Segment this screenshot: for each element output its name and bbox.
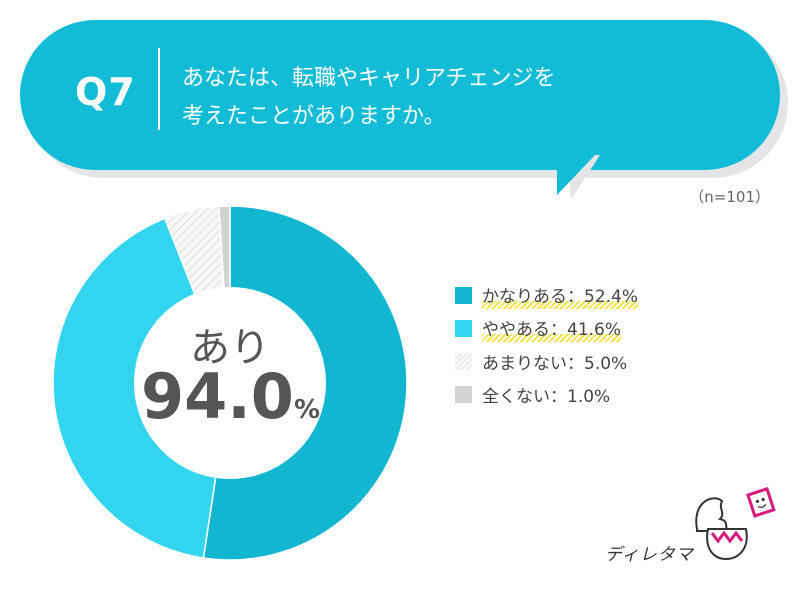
legend-swatch: [455, 320, 472, 337]
center-value-unit: %: [293, 395, 321, 425]
center-value: 94.0%: [128, 360, 333, 433]
legend-item: 全くない：1.0%: [455, 378, 638, 411]
question-line-2: 考えたことがありますか。: [182, 104, 446, 129]
legend-label: あまりない：5.0%: [482, 354, 628, 374]
legend-swatch: [455, 386, 472, 403]
question-divider: [158, 48, 160, 130]
donut-hole: [134, 287, 326, 479]
legend-label: かなりある：52.4%: [482, 282, 639, 309]
legend-swatch: [455, 353, 472, 370]
legend-item: ややある：41.6%: [455, 312, 638, 345]
legend-label: ややある：41.6%: [482, 315, 622, 342]
question-line-1: あなたは、転職やキャリアチェンジを: [182, 66, 556, 91]
legend: かなりある：52.4% ややある：41.6% あまりない：5.0% 全くない：1…: [455, 279, 639, 411]
legend-swatch: [455, 287, 472, 304]
question-text: あなたは、転職やキャリアチェンジを 考えたことがありますか。: [182, 60, 556, 136]
question-bubble: [20, 20, 780, 170]
brand-logo-text: ディレタマ: [605, 545, 694, 565]
legend-label: 全くない：1.0%: [482, 387, 611, 407]
center-label: あり: [190, 325, 270, 371]
legend-item: かなりある：52.4%: [455, 279, 639, 312]
egg-logo: [695, 487, 776, 561]
sample-size-note: （n=101）: [689, 188, 770, 206]
question-number: Q7: [75, 70, 136, 114]
legend-item: あまりない：5.0%: [455, 345, 638, 378]
bubble-tail: [557, 155, 600, 200]
center-value-number: 94.0: [140, 360, 294, 433]
